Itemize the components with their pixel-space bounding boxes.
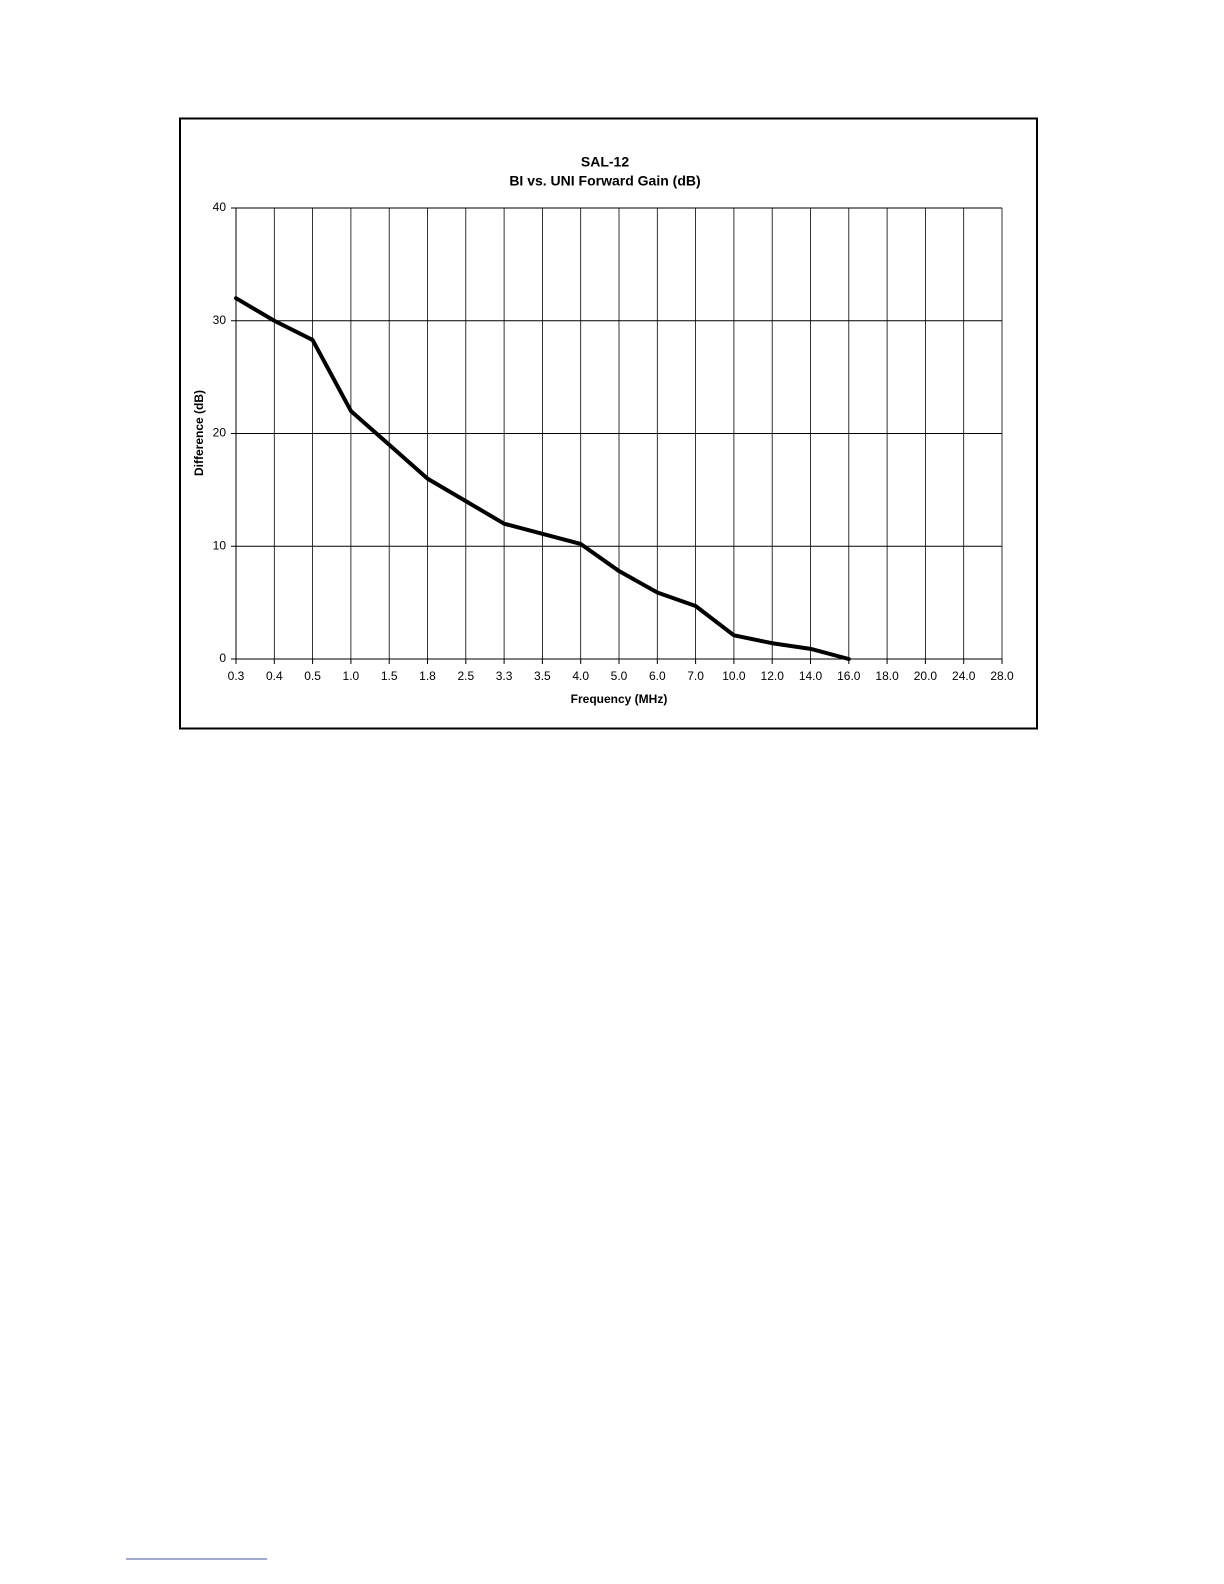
x-tick-label: 2.5 xyxy=(457,669,474,683)
y-tick-label: 30 xyxy=(213,313,227,327)
x-tick-label: 0.4 xyxy=(266,669,283,683)
x-tick-label: 20.0 xyxy=(914,669,938,683)
x-tick-label: 14.0 xyxy=(799,669,823,683)
x-tick-label: 28.0 xyxy=(990,669,1014,683)
x-tick-label: 6.0 xyxy=(649,669,666,683)
x-tick-label: 3.3 xyxy=(496,669,513,683)
y-tick-label: 20 xyxy=(213,426,227,440)
x-tick-label: 0.5 xyxy=(304,669,321,683)
x-tick-label: 12.0 xyxy=(761,669,785,683)
y-tick-label: 10 xyxy=(213,538,227,552)
x-tick-label: 0.3 xyxy=(228,669,245,683)
x-tick-label: 16.0 xyxy=(837,669,861,683)
x-tick-label: 3.5 xyxy=(534,669,551,683)
x-tick-label: 18.0 xyxy=(875,669,899,683)
y-tick-label: 0 xyxy=(219,651,226,665)
chart-frame xyxy=(179,117,1038,730)
x-tick-label: 1.0 xyxy=(343,669,360,683)
x-tick-label: 1.5 xyxy=(381,669,398,683)
x-tick-label: 4.0 xyxy=(572,669,589,683)
y-tick-label: 40 xyxy=(213,200,227,214)
x-tick-label: 5.0 xyxy=(611,669,628,683)
chart-subtitle: BI vs. UNI Forward Gain (dB) xyxy=(509,173,700,189)
x-tick-label: 10.0 xyxy=(722,669,746,683)
chart-title: SAL-12 xyxy=(581,154,629,170)
x-axis-title: Frequency (MHz) xyxy=(571,692,668,706)
x-tick-label: 7.0 xyxy=(687,669,704,683)
x-tick-label: 24.0 xyxy=(952,669,976,683)
y-axis-title: Difference (dB) xyxy=(192,390,206,476)
x-tick-label: 1.8 xyxy=(419,669,436,683)
data-line xyxy=(234,296,851,661)
